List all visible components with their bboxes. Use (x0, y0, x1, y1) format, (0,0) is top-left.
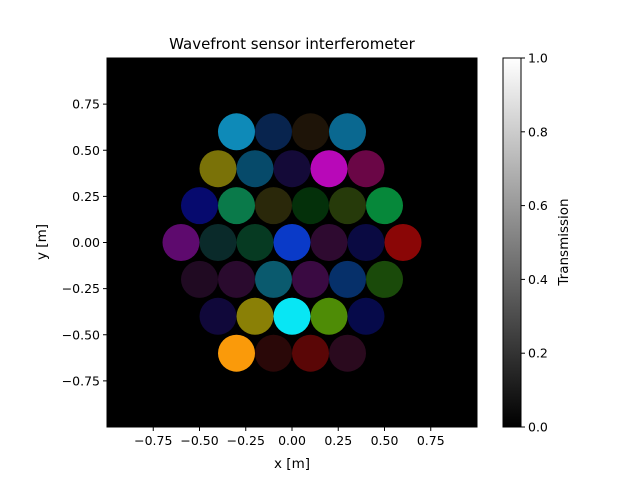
aperture-0 (218, 113, 255, 151)
aperture-12 (292, 187, 329, 225)
aperture-group (162, 113, 422, 372)
y-tick-label: −0.25 (62, 281, 100, 296)
aperture-17 (236, 224, 274, 261)
aperture-5 (236, 150, 274, 188)
aperture-1 (255, 113, 292, 151)
x-tick-label: 0.75 (417, 433, 445, 448)
y-axis-label: y [m] (34, 224, 50, 260)
aperture-15 (162, 224, 200, 261)
aperture-24 (255, 260, 292, 298)
colorbar-tick-label: 0.4 (528, 272, 548, 287)
aperture-2 (292, 113, 329, 151)
x-tick-label: 0.50 (371, 433, 399, 448)
x-axis-label: x [m] (274, 456, 310, 472)
aperture-14 (366, 187, 403, 225)
aperture-23 (218, 260, 255, 298)
aperture-21 (384, 224, 422, 261)
x-tick-label: −0.25 (227, 433, 265, 448)
aperture-31 (310, 297, 348, 335)
y-axis: −0.75 −0.50 −0.25 0.00 0.25 0.50 0.75 (62, 97, 107, 388)
aperture-6 (273, 150, 311, 188)
aperture-16 (199, 224, 237, 261)
colorbar (502, 57, 522, 428)
aperture-7 (310, 150, 348, 188)
aperture-29 (236, 297, 274, 335)
y-tick-label: 0.75 (72, 97, 100, 112)
colorbar-axis: 0.0 0.2 0.4 0.6 0.8 1.0 (521, 51, 548, 435)
aperture-4 (199, 150, 237, 188)
aperture-28 (199, 297, 237, 335)
colorbar-tick-label: 0.0 (528, 420, 548, 435)
colorbar-tick-label: 0.2 (528, 346, 548, 361)
x-tick-label: −0.50 (180, 433, 218, 448)
chart-title: Wavefront sensor interferometer (169, 35, 416, 53)
aperture-34 (255, 334, 292, 372)
aperture-25 (292, 260, 329, 298)
aperture-27 (366, 260, 403, 298)
colorbar-tick-label: 0.6 (528, 198, 548, 213)
aperture-10 (218, 187, 255, 225)
colorbar-tick-label: 1.0 (528, 51, 548, 66)
aperture-11 (255, 187, 292, 225)
x-axis: −0.75 −0.50 −0.25 0.00 0.25 0.50 0.75 (134, 427, 445, 448)
y-tick-label: −0.75 (62, 373, 100, 388)
x-tick-label: −0.75 (134, 433, 172, 448)
aperture-9 (181, 187, 218, 225)
aperture-36 (329, 334, 366, 372)
x-tick-label: 0.25 (324, 433, 352, 448)
aperture-8 (347, 150, 385, 188)
aperture-3 (329, 113, 366, 151)
colorbar-tick-label: 0.8 (528, 124, 548, 139)
aperture-33 (218, 334, 255, 372)
x-tick-label: 0.00 (278, 433, 306, 448)
y-tick-label: −0.50 (62, 327, 100, 342)
aperture-22 (181, 260, 218, 298)
y-tick-label: 0.00 (72, 235, 100, 250)
y-tick-label: 0.25 (72, 189, 100, 204)
aperture-18 (273, 224, 311, 261)
aperture-19 (310, 224, 348, 261)
aperture-13 (329, 187, 366, 225)
aperture-35 (292, 334, 329, 372)
y-tick-label: 0.50 (72, 143, 100, 158)
aperture-30 (273, 297, 311, 335)
aperture-20 (347, 224, 385, 261)
colorbar-label: Transmission (556, 198, 572, 286)
aperture-26 (329, 260, 366, 298)
aperture-32 (347, 297, 385, 335)
